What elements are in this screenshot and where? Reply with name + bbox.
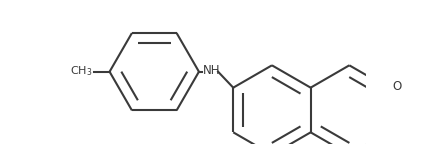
Text: CH$_3$: CH$_3$ [70, 64, 92, 78]
Text: O: O [393, 80, 402, 93]
Text: NH: NH [203, 64, 221, 77]
